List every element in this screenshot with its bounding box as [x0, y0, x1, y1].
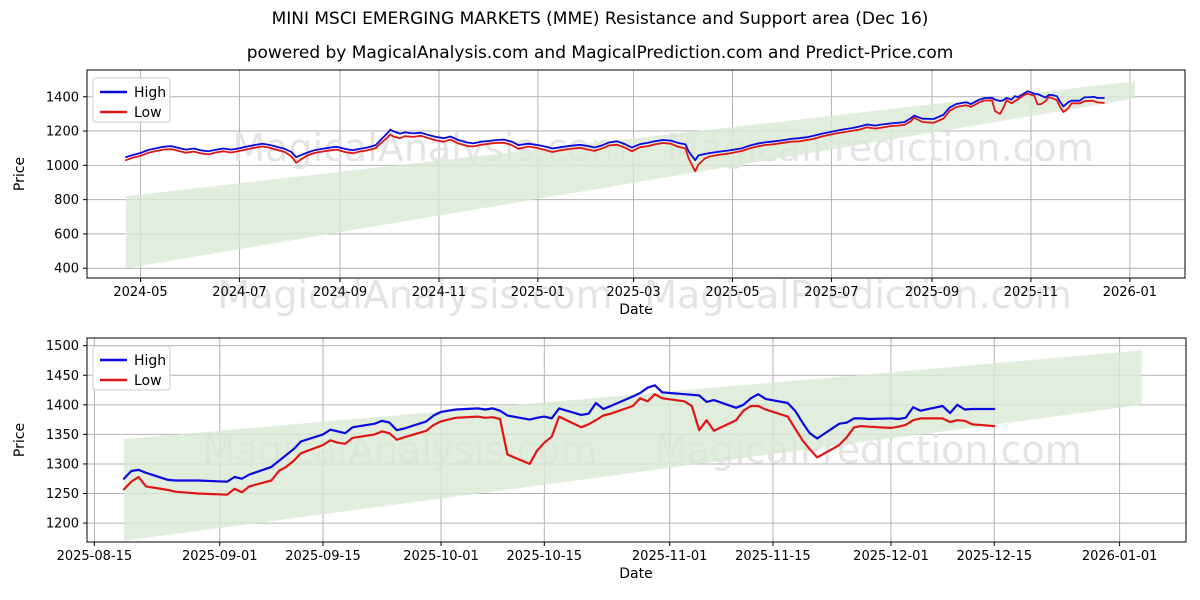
- legend-label-high: High: [134, 353, 166, 369]
- y-tick-label: 1400: [46, 90, 79, 105]
- bottom-chart-ylabel: Price: [12, 423, 28, 457]
- x-tick-label: 2025-10-01: [403, 549, 479, 564]
- x-tick-label: 2025-03: [606, 285, 660, 300]
- x-tick-label: 2025-11: [1004, 285, 1058, 300]
- watermark-text: MagicalAnalysis.com: [217, 273, 612, 317]
- x-tick-label: 2025-11-01: [632, 549, 708, 564]
- y-tick-label: 1000: [46, 159, 79, 174]
- y-tick-label: 1200: [46, 125, 79, 140]
- y-tick-label: 400: [54, 262, 79, 277]
- x-tick-label: 2025-11-15: [735, 549, 811, 564]
- y-tick-label: 1350: [46, 428, 79, 443]
- y-tick-label: 800: [54, 193, 79, 208]
- legend-label-high: High: [134, 85, 166, 101]
- x-tick-label: 2024-11: [412, 285, 466, 300]
- y-tick-label: 1250: [46, 487, 79, 502]
- x-tick-label: 2024-09: [313, 285, 367, 300]
- axes-frame: [86, 337, 1187, 543]
- chart-title: MINI MSCI EMERGING MARKETS (MME) Resista…: [271, 9, 929, 29]
- y-tick-label: 1500: [46, 339, 79, 354]
- x-tick-label: 2025-09: [905, 285, 959, 300]
- chart-subtitle: powered by MagicalAnalysis.com and Magic…: [246, 43, 954, 63]
- series-line-low: [122, 393, 996, 496]
- watermark-row: MagicalAnalysis.com MagicalPrediction.com: [217, 273, 1071, 317]
- support-resistance-band: [123, 350, 1142, 541]
- x-tick-label: 2025-09-15: [285, 549, 361, 564]
- series-line-high: [122, 384, 996, 483]
- y-tick-label: 1300: [46, 457, 79, 472]
- x-tick-label: 2026-01: [1103, 285, 1157, 300]
- x-tick-label: 2025-12-01: [853, 549, 929, 564]
- x-tick-label: 2024-05: [113, 285, 167, 300]
- bottom-chart-xlabel: Date: [619, 566, 652, 582]
- legend: High Low: [92, 345, 171, 391]
- y-tick-label: 600: [54, 227, 79, 242]
- top-chart-ylabel: Price: [12, 157, 28, 191]
- x-tick-label: 2025-01: [511, 285, 565, 300]
- x-tick-label: 2026-01-01: [1082, 549, 1158, 564]
- series-line-high: [125, 90, 1105, 162]
- x-tick-label: 2025-09-01: [182, 549, 258, 564]
- top-chart-xlabel: Date: [619, 302, 652, 318]
- axes-frame: [86, 69, 1186, 279]
- series-line-low: [125, 92, 1105, 173]
- x-tick-label: 2025-08-15: [57, 549, 133, 564]
- x-tick-label: 2025-07: [804, 285, 858, 300]
- x-tick-label: 2025-05: [705, 285, 759, 300]
- y-tick-label: 1200: [46, 517, 79, 532]
- watermark-text: MagicalPrediction.com: [644, 273, 1072, 317]
- legend: High Low: [92, 77, 171, 123]
- y-tick-label: 1450: [46, 369, 79, 384]
- support-resistance-band: [125, 81, 1135, 269]
- y-tick-label: 1400: [46, 398, 79, 413]
- x-tick-label: 2024-07: [212, 285, 266, 300]
- legend-label-low: Low: [134, 105, 162, 121]
- bottom-chart: MagicalAnalysis.comMagicalPrediction.com…: [46, 337, 1187, 564]
- x-tick-label: 2025-10-15: [507, 549, 583, 564]
- top-chart: MagicalAnalysis.com MagicalPrediction.com…: [46, 69, 1186, 300]
- x-tick-label: 2025-12-15: [956, 549, 1032, 564]
- legend-label-low: Low: [134, 373, 162, 389]
